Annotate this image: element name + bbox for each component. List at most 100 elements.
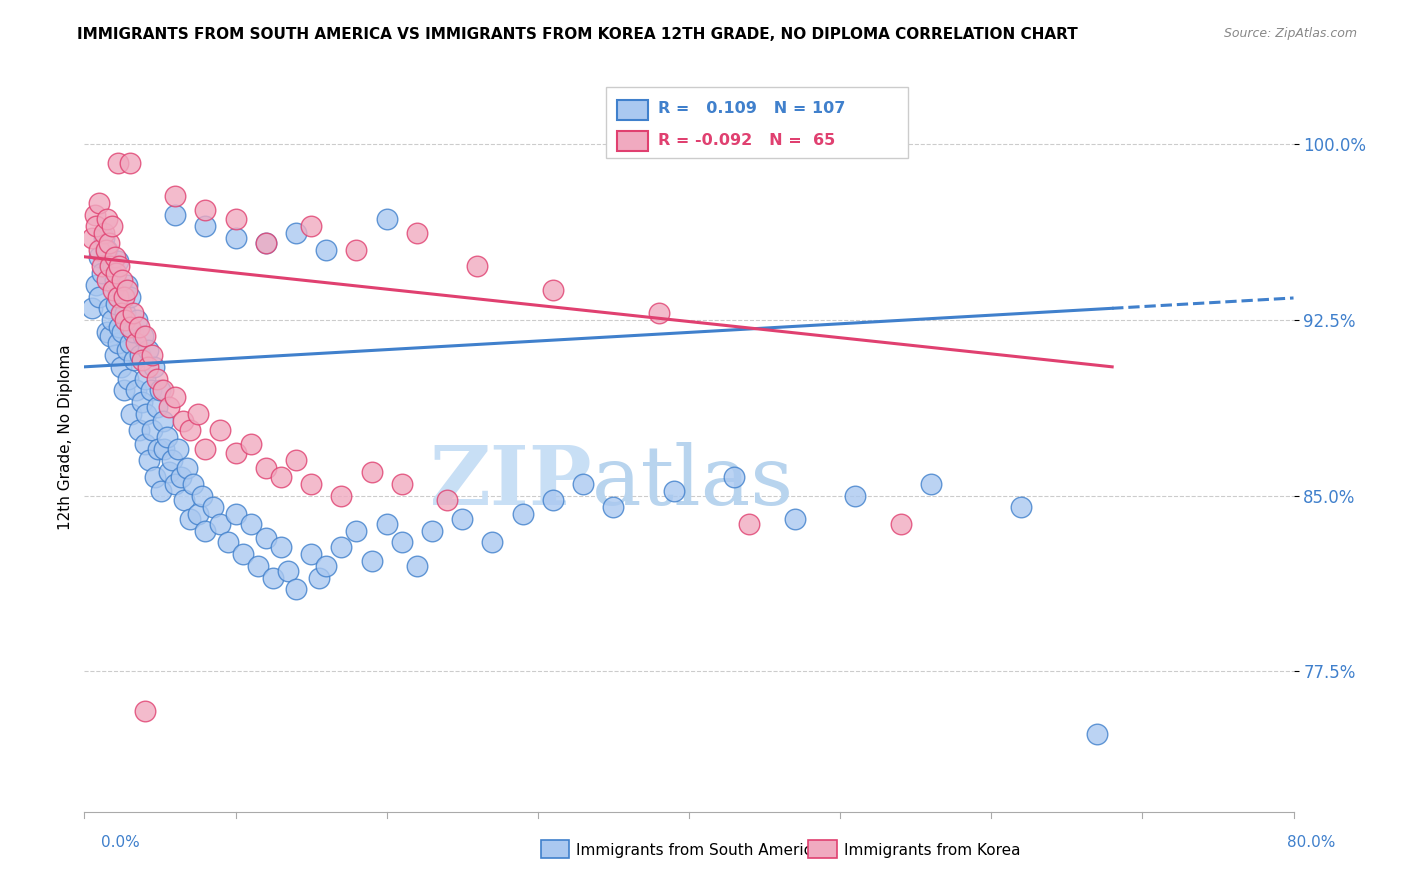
Point	[153, 442, 176, 456]
Text: ZIP: ZIP	[430, 442, 592, 522]
Point	[165, 208, 187, 222]
Point	[149, 383, 172, 397]
Point	[194, 219, 217, 234]
Point	[141, 348, 163, 362]
Point	[225, 446, 247, 460]
Point	[139, 383, 162, 397]
Point	[176, 460, 198, 475]
Point	[541, 493, 564, 508]
Point	[121, 306, 143, 320]
Point	[108, 320, 131, 334]
Point	[101, 283, 124, 297]
Point	[110, 306, 132, 320]
Y-axis label: 12th Grade, No Diploma: 12th Grade, No Diploma	[58, 344, 73, 530]
Point	[80, 231, 103, 245]
Point	[97, 301, 120, 316]
Point	[104, 348, 127, 362]
Text: 0.0%: 0.0%	[101, 836, 141, 850]
Point	[125, 383, 148, 397]
Point	[375, 516, 398, 531]
Point	[187, 407, 209, 421]
Point	[391, 535, 413, 549]
Point	[315, 558, 337, 573]
Point	[277, 564, 299, 578]
Point	[118, 156, 141, 170]
Point	[157, 465, 180, 479]
Point	[107, 289, 129, 303]
Point	[111, 283, 134, 297]
Point	[225, 231, 247, 245]
Point	[194, 524, 217, 538]
Point	[128, 423, 150, 437]
Point	[89, 289, 111, 303]
Point	[142, 359, 165, 374]
Point	[86, 219, 108, 234]
Point	[98, 259, 121, 273]
Point	[723, 470, 745, 484]
Point	[115, 343, 138, 358]
Point	[391, 476, 413, 491]
Point	[91, 266, 114, 280]
Point	[157, 400, 180, 414]
Point	[299, 547, 322, 561]
Point	[97, 235, 120, 250]
Point	[572, 476, 595, 491]
Point	[225, 508, 247, 522]
Point	[152, 383, 174, 397]
Point	[299, 476, 322, 491]
Point	[481, 535, 503, 549]
Point	[299, 219, 322, 234]
Point	[134, 329, 156, 343]
Point	[89, 250, 111, 264]
Point	[160, 453, 183, 467]
Point	[146, 400, 169, 414]
Point	[254, 531, 277, 545]
Point	[209, 423, 232, 437]
Point	[93, 227, 115, 241]
Point	[170, 470, 193, 484]
Point	[436, 493, 458, 508]
Point	[107, 254, 129, 268]
Point	[107, 336, 129, 351]
Point	[108, 259, 131, 273]
Point	[128, 320, 150, 334]
Point	[104, 250, 127, 264]
Text: R = -0.092   N =  65: R = -0.092 N = 65	[658, 133, 835, 147]
Point	[270, 540, 292, 554]
Point	[270, 470, 292, 484]
Point	[127, 313, 149, 327]
Point	[96, 212, 118, 227]
Point	[148, 442, 170, 456]
Point	[152, 414, 174, 428]
Text: Immigrants from South America: Immigrants from South America	[576, 843, 823, 857]
Point	[232, 547, 254, 561]
Point	[101, 259, 124, 273]
Point	[112, 289, 135, 303]
Point	[179, 423, 201, 437]
Point	[80, 301, 103, 316]
Point	[150, 483, 173, 498]
Point	[187, 508, 209, 522]
Point	[98, 329, 121, 343]
Point	[783, 512, 806, 526]
Point	[172, 414, 194, 428]
Point	[118, 336, 141, 351]
Point	[173, 493, 195, 508]
Point	[662, 483, 685, 498]
Point	[100, 313, 122, 327]
Point	[136, 359, 159, 374]
Point	[360, 554, 382, 568]
Point	[165, 476, 187, 491]
Point	[360, 465, 382, 479]
Point	[165, 390, 187, 404]
Point	[146, 371, 169, 385]
Point	[920, 476, 942, 491]
Point	[602, 500, 624, 515]
Point	[194, 202, 217, 217]
Point	[406, 227, 429, 241]
Point	[285, 582, 308, 597]
Point	[96, 243, 118, 257]
Point	[239, 516, 262, 531]
Point	[117, 371, 139, 385]
Point	[100, 219, 122, 234]
